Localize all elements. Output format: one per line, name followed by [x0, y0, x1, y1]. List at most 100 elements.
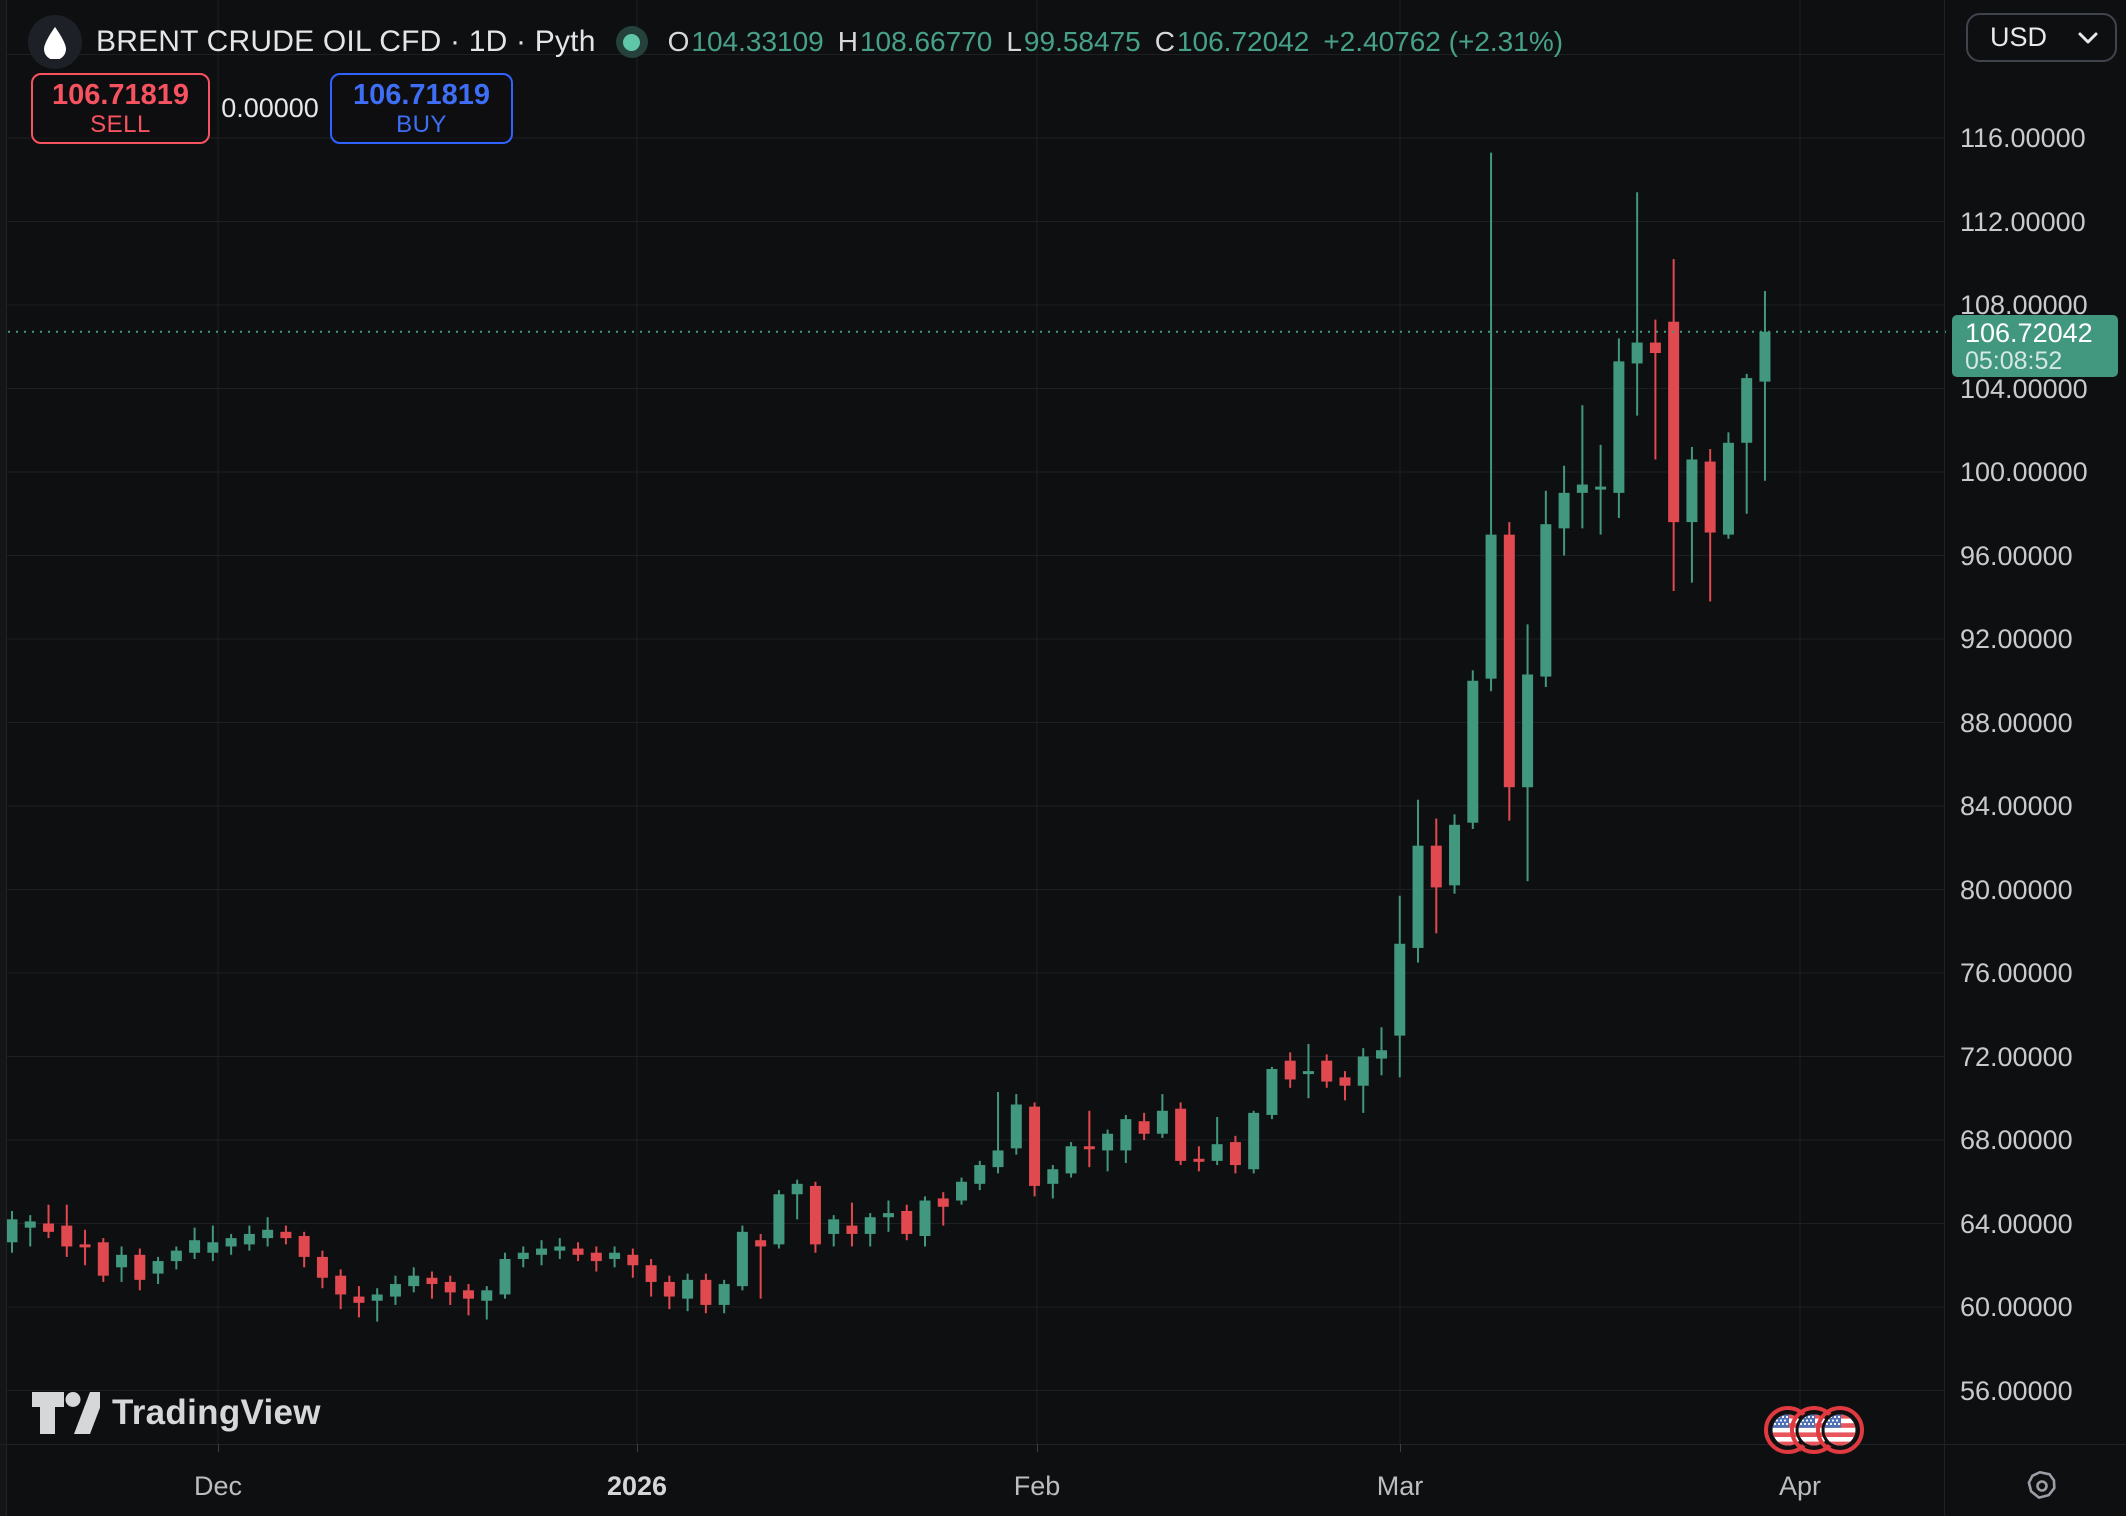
candle-body-up	[974, 1165, 986, 1184]
candle-body-down	[1083, 1146, 1095, 1150]
candle-body-down	[1193, 1158, 1205, 1162]
candle-body-up	[1120, 1119, 1132, 1151]
candle-body-up	[1211, 1144, 1223, 1161]
candle-body-up	[919, 1200, 931, 1237]
candle-body-up	[1065, 1146, 1077, 1174]
candle-wick-up	[376, 1288, 379, 1322]
candle-body-up	[1540, 524, 1552, 677]
axis-settings-gear-icon[interactable]	[2024, 1468, 2060, 1504]
price-axis-label: 56.00000	[1960, 1375, 2073, 1406]
candle-wick-up	[1581, 405, 1584, 529]
tradingview-logo-text: TradingView	[112, 1393, 321, 1432]
symbol-title[interactable]: BRENT CRUDE OIL CFD · 1D · Pyth	[96, 25, 596, 58]
candle-body-up	[1248, 1112, 1260, 1170]
candle-wick-up	[1636, 192, 1639, 416]
left-edge-divider	[6, 0, 7, 1516]
candle-body-up	[24, 1221, 36, 1228]
candle-body-down	[463, 1290, 474, 1299]
candle-wick-down	[759, 1233, 762, 1299]
candle-body-down	[846, 1225, 858, 1234]
price-axis-label: 84.00000	[1960, 791, 2073, 821]
candle-body-up	[189, 1240, 201, 1253]
candle-body-up	[1412, 845, 1424, 948]
candle-wick-up	[29, 1215, 32, 1247]
us-flag-icons[interactable]	[1762, 1404, 1866, 1461]
candle-body-up	[481, 1290, 493, 1301]
oil-drop-icon	[28, 15, 82, 69]
buy-label: BUY	[396, 110, 447, 138]
candle-body-down	[316, 1256, 328, 1278]
candle-body-up	[517, 1252, 529, 1259]
price-axis-label: 92.00000	[1960, 624, 2073, 654]
candle-body-down	[1138, 1121, 1150, 1134]
candle-body-up	[262, 1229, 274, 1239]
candle-body-up	[1686, 459, 1698, 523]
candle-body-down	[1339, 1077, 1351, 1086]
high-value: 108.66770	[859, 26, 993, 57]
candle-body-up	[1595, 486, 1607, 490]
candle-body-down	[426, 1277, 438, 1285]
candle-wick-up	[1490, 152, 1493, 692]
candle-body-up	[371, 1294, 383, 1301]
bar-countdown: 05:08:52	[1965, 346, 2063, 375]
time-axis-label: 2026	[606, 1471, 668, 1501]
candle-body-up	[1376, 1050, 1387, 1059]
time-axis-label: Mar	[1376, 1471, 1424, 1501]
candle-body-up	[1741, 378, 1753, 443]
candle-body-up	[736, 1231, 748, 1287]
candle-body-up	[1102, 1133, 1114, 1151]
price-axis-label: 112.00000	[1960, 206, 2086, 237]
buy-button[interactable]: 106.71819 BUY	[330, 73, 513, 144]
candle-body-up	[1302, 1071, 1314, 1075]
currency-selector[interactable]: USD	[1966, 13, 2117, 62]
candle-body-up	[992, 1150, 1004, 1168]
candle-body-down	[298, 1236, 310, 1257]
candle-body-up	[956, 1181, 968, 1201]
open-value: 104.33109	[691, 26, 824, 57]
candle-body-up	[1010, 1104, 1022, 1149]
candle-body-down	[1668, 321, 1680, 523]
candle-wick-down	[1654, 319, 1657, 460]
candle-wick-down	[467, 1284, 470, 1316]
candle-body-up	[1156, 1110, 1168, 1134]
price-axis-label: 64.00000	[1960, 1208, 2073, 1239]
candle-body-down	[1229, 1142, 1241, 1166]
price-axis-label: 60.00000	[1960, 1292, 2073, 1322]
sell-price: 106.71819	[51, 78, 190, 111]
candle-body-up	[882, 1213, 894, 1218]
candle-body-up	[1449, 824, 1461, 886]
candle-body-down	[1321, 1060, 1333, 1082]
candle-body-up	[718, 1284, 730, 1305]
price-axis-label: 72.00000	[1960, 1041, 2073, 1072]
candle-body-up	[225, 1238, 237, 1247]
price-axis-label: 100.00000	[1960, 457, 2088, 487]
price-axis-label: 80.00000	[1960, 874, 2073, 905]
tradingview-logo[interactable]: TradingView	[30, 1390, 321, 1436]
candle-body-down	[901, 1210, 913, 1234]
candle-wick-down	[1088, 1110, 1091, 1168]
candle-body-down	[1175, 1108, 1187, 1161]
buy-price: 106.71819	[352, 78, 491, 111]
candle-body-down	[79, 1244, 91, 1248]
candle-wick-down	[84, 1229, 87, 1266]
candle-wick-down	[47, 1204, 50, 1239]
candle-body-down	[444, 1281, 456, 1293]
candle-wick-up	[796, 1179, 799, 1220]
candle-body-down	[627, 1254, 639, 1266]
time-axis-tick	[218, 1444, 219, 1452]
candle-body-up	[170, 1250, 182, 1262]
candle-wick-down	[850, 1202, 853, 1247]
time-axis-label: Feb	[1013, 1471, 1061, 1501]
price-axis-label: 104.00000	[1960, 373, 2088, 404]
last-price-value: 106.72042	[1965, 317, 2093, 348]
candle-body-up	[1558, 492, 1570, 529]
candle-body-down	[335, 1275, 347, 1295]
left-edge-strip	[0, 0, 6, 1516]
candle-body-up	[207, 1242, 219, 1253]
candle-body-up	[116, 1254, 128, 1268]
candle-body-up	[554, 1246, 566, 1251]
candle-body-up	[6, 1219, 18, 1243]
sell-button[interactable]: 106.71819 SELL	[31, 73, 210, 144]
